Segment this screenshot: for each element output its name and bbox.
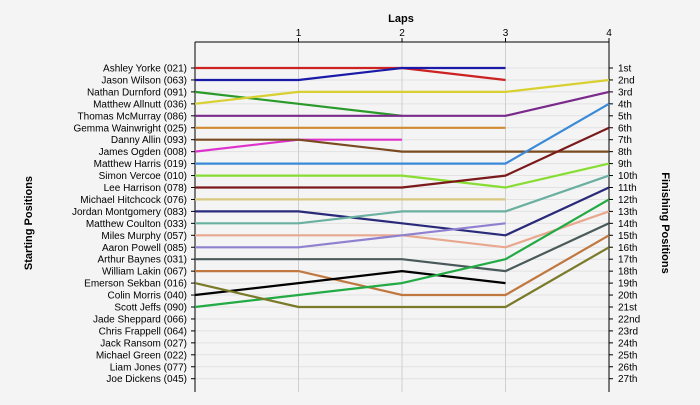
series-lines [194,66,610,309]
driver-label: Jade Sheppard (066) [93,314,187,325]
series-line [195,66,506,82]
series-line [195,234,610,297]
driver-label: Nathan Durnford (091) [87,87,187,98]
finish-label: 14th [618,219,637,230]
series-line [194,270,506,297]
series-line [195,174,610,225]
finish-label: 4th [618,99,632,110]
driver-label: Colin Morris (040) [108,291,187,302]
series-line [195,186,610,237]
lap-tick-label: 1 [296,28,302,39]
driver-label: Lee Harrison (078) [104,183,187,194]
finish-label: 8th [618,147,632,158]
series-line [195,138,609,153]
series-line [194,78,610,105]
driver-label: Gemma Wainwright (025) [73,123,187,134]
driver-label: Arthur Baynes (031) [98,255,188,266]
series-line [195,162,610,189]
series-line [195,102,610,165]
finish-label: 24th [618,338,637,349]
x-axis-title: Laps [388,13,414,25]
series-line [195,66,506,82]
finish-label: 26th [618,362,637,373]
series-line [194,246,610,309]
finish-label: 21st [618,303,637,314]
driver-label: Simon Vercoe (010) [99,171,187,182]
finish-label: 6th [618,123,632,134]
driver-label: Jordan Montgomery (083) [72,207,187,218]
finish-label: 12th [618,195,637,206]
driver-label: Matthew Allnutt (036) [93,99,187,110]
axes [191,38,613,392]
driver-label: Michael Green (022) [96,350,187,361]
driver-label: Miles Murphy (057) [101,231,187,242]
driver-label: Aaron Powell (085) [102,243,187,254]
finish-label: 11th [618,183,637,194]
driver-label: Ashley Yorke (021) [103,64,187,75]
finish-label: 27th [618,374,637,385]
finish-label: 3rd [618,87,632,98]
lap-tick-label: 2 [399,28,405,39]
series-line [195,222,506,249]
series-line [195,90,610,117]
series-line [194,90,403,117]
driver-label: Joe Dickens (045) [106,374,187,385]
finish-label: 17th [618,255,637,266]
driver-label: Jason Wilson (063) [101,75,187,86]
series-line [195,126,610,189]
finish-label: 25th [618,350,637,361]
finish-label: 2nd [618,75,635,86]
finish-label: 5th [618,111,632,122]
lap-tick-label: 4 [606,28,612,39]
finish-label: 15th [618,231,637,242]
driver-label: Scott Jeffs (090) [114,303,187,314]
axis-labels: 1 2 3 4 Ashley Yorke (021)Jason Wilson (063)… [72,28,640,385]
driver-label: William Lakin (067) [102,267,187,278]
driver-label: Michael Hitchcock (076) [80,195,187,206]
driver-label: Thomas McMurray (086) [78,111,187,122]
driver-label: Liam Jones (077) [110,362,187,373]
finish-label: 23rd [618,326,638,337]
finish-label: 19th [618,279,637,290]
left-axis-title: Starting Positions [23,176,35,270]
series-line [195,222,610,273]
finish-label: 22nd [618,314,640,325]
finish-label: 13th [618,207,637,218]
finish-label: 16th [618,243,637,254]
driver-label: James Ogden (008) [99,147,187,158]
finish-label: 18th [618,267,637,278]
driver-label: Chris Frappell (064) [99,326,187,337]
driver-label: Matthew Coulton (033) [86,219,187,230]
lap-tick-label: 3 [503,28,509,39]
finish-label: 9th [618,159,632,170]
right-axis-title: Finishing Positions [659,172,671,273]
driver-label: Matthew Harris (019) [94,159,187,170]
finish-label: 7th [618,135,632,146]
finish-label: 20th [618,291,637,302]
driver-label: Jack Ransom (027) [100,338,187,349]
finish-label: 10th [618,171,637,182]
driver-label: Danny Allin (093) [111,135,187,146]
driver-label: Emerson Sekban (016) [84,279,187,290]
finish-label: 1st [618,64,632,75]
